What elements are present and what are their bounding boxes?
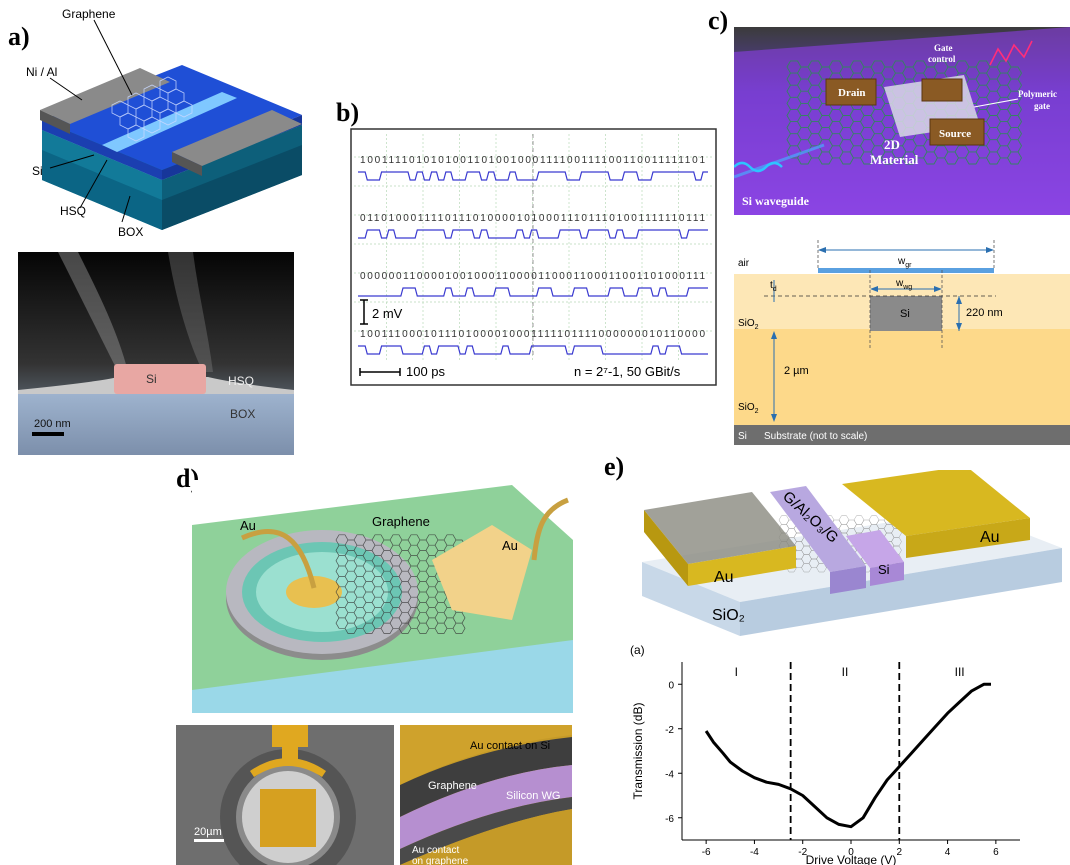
panel-e-device-render: G/Al₂O₃/G Au Au Si SiO₂ bbox=[634, 470, 1070, 636]
gold-pad bbox=[260, 789, 316, 847]
sem-box-label: BOX bbox=[230, 407, 255, 421]
chart-title: (a) bbox=[630, 643, 645, 657]
y-tick-label: -4 bbox=[665, 769, 674, 780]
label-graphene: Graphene bbox=[62, 7, 116, 21]
panel-b-eye-diagram: 1001111010101001101001000111100111100110… bbox=[350, 128, 717, 386]
x-tick-label: -4 bbox=[750, 847, 759, 858]
y-tick-label: 0 bbox=[668, 680, 674, 691]
time-scale-label: 100 ps bbox=[406, 364, 446, 379]
x-tick-label: 2 bbox=[897, 847, 903, 858]
substrate-note: Substrate (not to scale) bbox=[764, 431, 867, 442]
region-label: III bbox=[955, 665, 965, 679]
region-label: I bbox=[735, 665, 738, 679]
bitrate-spec: n = 2⁷-1, 50 GBit/s bbox=[574, 364, 681, 379]
graphene-label: Graphene bbox=[372, 514, 430, 529]
height-220-label: 220 nm bbox=[966, 307, 1003, 319]
si-label: Si bbox=[878, 562, 890, 577]
voltage-scale-label: 2 mV bbox=[372, 306, 403, 321]
material-label-2: Material bbox=[870, 152, 919, 167]
y-tick-label: -6 bbox=[665, 814, 674, 825]
y-tick-label: -2 bbox=[665, 725, 674, 736]
panel-d-sem-inset: Au contact on Si Graphene Silicon WG Au … bbox=[400, 725, 572, 865]
bitstream-3: 0000001100001001000110000110001100011001… bbox=[360, 271, 705, 282]
label-nial: Ni / Al bbox=[26, 65, 57, 79]
polymeric-gate-label-1: Polymeric bbox=[1018, 89, 1057, 99]
bitstream-1: 1001111010101001101001000111100111100110… bbox=[360, 155, 705, 166]
source-label: Source bbox=[939, 128, 971, 140]
bitstream-4: 1001110001011101000010001111101111000000… bbox=[360, 329, 705, 340]
drain-label: Drain bbox=[838, 87, 866, 99]
au-label-left: Au bbox=[240, 518, 256, 533]
sem-scale-bar bbox=[32, 432, 64, 436]
panel-c-label: c) bbox=[708, 6, 728, 36]
gate-control-label-1: Gate bbox=[934, 43, 953, 53]
label-box: BOX bbox=[118, 225, 143, 239]
au-contact-graphene-label-2: on graphene bbox=[412, 856, 469, 865]
x-tick-label: 0 bbox=[848, 847, 854, 858]
au-right-label: Au bbox=[980, 529, 1000, 546]
transmission-line bbox=[706, 684, 991, 826]
sem-si-label: Si bbox=[146, 372, 157, 386]
sem-scale-label: 200 nm bbox=[34, 418, 71, 430]
au-label-right: Au bbox=[502, 538, 518, 553]
panel-d-ring-render: Au Graphene Au bbox=[192, 480, 573, 713]
x-tick-label: 6 bbox=[993, 847, 999, 858]
x-tick-label: -2 bbox=[798, 847, 807, 858]
silicon-wg-label: Silicon WG bbox=[506, 790, 560, 802]
region-label: II bbox=[842, 665, 849, 679]
x-tick-label: -6 bbox=[702, 847, 711, 858]
label-hsq: HSQ bbox=[60, 204, 86, 218]
micro-scale-bar bbox=[194, 839, 224, 842]
transmission-chart: (a) Transmission (dB) Drive Voltage (V) … bbox=[620, 640, 1070, 865]
panel-b-label: b) bbox=[336, 98, 359, 128]
sio2-label: SiO₂ bbox=[712, 607, 745, 624]
height-2um-label: 2 µm bbox=[784, 365, 809, 377]
au-contact-graphene-label-1: Au contact bbox=[412, 845, 459, 856]
label-si: Si bbox=[32, 164, 43, 178]
wgr-label: wgr bbox=[897, 256, 912, 269]
si-core-label: Si bbox=[900, 308, 910, 320]
panel-a-sem-image: Si HSQ BOX 200 nm bbox=[18, 252, 294, 455]
panel-c-device-render: Drain Source Gate control Polymeric gate… bbox=[734, 27, 1070, 215]
air-label: air bbox=[738, 258, 750, 269]
gate-control-label-2: control bbox=[928, 54, 956, 64]
panel-d-micrograph: 20µm bbox=[176, 725, 394, 865]
au-left-label: Au bbox=[714, 569, 734, 586]
panel-e-label: e) bbox=[604, 452, 624, 482]
sem-hsq-label: HSQ bbox=[228, 374, 254, 388]
panel-a-schematic: Graphene Ni / Al Si HSQ BOX bbox=[22, 0, 312, 245]
graphene-sem-label: Graphene bbox=[428, 780, 477, 792]
x-tick-label: 4 bbox=[945, 847, 951, 858]
si-substrate-label: Si bbox=[738, 431, 747, 442]
bitstream-2: 0110100011110111010000101000111011101001… bbox=[360, 213, 705, 224]
si-waveguide-label: Si waveguide bbox=[742, 194, 810, 208]
au-contact-si-label: Au contact on Si bbox=[470, 740, 550, 752]
panel-c-cross-section: air td wgr wwg Si 220 nm SiO2 2 µm SiO2 … bbox=[734, 230, 1070, 445]
polymeric-gate-label-2: gate bbox=[1034, 101, 1050, 111]
micro-scale-label: 20µm bbox=[194, 826, 222, 838]
material-label-1: 2D bbox=[884, 137, 900, 152]
y-axis-label: Transmission (dB) bbox=[631, 703, 645, 800]
